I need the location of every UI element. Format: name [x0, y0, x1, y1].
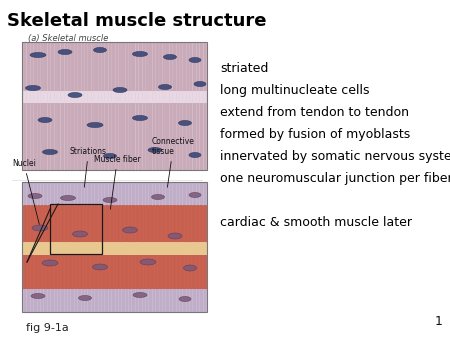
Ellipse shape — [104, 153, 117, 159]
Ellipse shape — [113, 88, 127, 93]
Text: Skeletal muscle structure: Skeletal muscle structure — [7, 12, 266, 30]
Ellipse shape — [26, 86, 40, 91]
Ellipse shape — [194, 81, 206, 87]
Ellipse shape — [94, 48, 107, 52]
Ellipse shape — [31, 293, 45, 298]
Text: Nuclei: Nuclei — [12, 159, 39, 224]
Bar — [22, 206, 207, 242]
Ellipse shape — [168, 233, 182, 239]
Bar — [22, 255, 207, 289]
Text: innervated by somatic nervous system: innervated by somatic nervous system — [220, 150, 450, 163]
Ellipse shape — [42, 260, 58, 266]
Text: Muscle fiber: Muscle fiber — [94, 155, 140, 209]
Bar — [22, 103, 207, 170]
Bar — [22, 42, 207, 170]
Ellipse shape — [72, 231, 87, 237]
Ellipse shape — [58, 49, 72, 54]
Ellipse shape — [179, 296, 191, 301]
Ellipse shape — [60, 195, 76, 200]
Bar — [22, 242, 207, 255]
Text: (a) Skeletal muscle: (a) Skeletal muscle — [28, 34, 108, 43]
Text: Connective
tissue: Connective tissue — [152, 137, 195, 187]
Ellipse shape — [28, 193, 42, 198]
Text: striated: striated — [220, 62, 268, 75]
Ellipse shape — [42, 149, 58, 154]
Text: 1: 1 — [435, 315, 443, 328]
Ellipse shape — [184, 265, 197, 271]
Ellipse shape — [163, 54, 176, 59]
Bar — [50, 204, 102, 254]
Bar — [22, 91, 207, 103]
Text: cardiac & smooth muscle later: cardiac & smooth muscle later — [220, 216, 412, 229]
Text: fig 9-1a: fig 9-1a — [26, 323, 69, 333]
Ellipse shape — [132, 51, 148, 56]
Ellipse shape — [158, 84, 171, 90]
Bar — [22, 289, 207, 312]
Ellipse shape — [189, 152, 201, 158]
Ellipse shape — [122, 227, 138, 233]
Bar — [22, 182, 207, 206]
Ellipse shape — [189, 57, 201, 63]
Ellipse shape — [32, 225, 48, 231]
Text: Striations: Striations — [70, 147, 107, 187]
Ellipse shape — [78, 295, 91, 300]
Ellipse shape — [68, 93, 82, 97]
Ellipse shape — [179, 121, 192, 125]
Ellipse shape — [38, 118, 52, 122]
Ellipse shape — [133, 292, 147, 297]
Ellipse shape — [140, 259, 156, 265]
Text: long multinucleate cells: long multinucleate cells — [220, 84, 369, 97]
Ellipse shape — [93, 264, 108, 270]
Ellipse shape — [189, 193, 201, 197]
Text: formed by fusion of myoblasts: formed by fusion of myoblasts — [220, 128, 410, 141]
Ellipse shape — [152, 194, 165, 199]
Ellipse shape — [148, 147, 162, 152]
Bar — [22, 182, 207, 312]
Ellipse shape — [87, 122, 103, 127]
Bar — [22, 182, 207, 312]
Bar — [22, 42, 207, 91]
Ellipse shape — [132, 116, 148, 121]
Ellipse shape — [30, 52, 46, 57]
Text: extend from tendon to tendon: extend from tendon to tendon — [220, 106, 409, 119]
Ellipse shape — [103, 197, 117, 202]
Text: one neuromuscular junction per fiber: one neuromuscular junction per fiber — [220, 172, 450, 185]
Bar — [22, 42, 207, 170]
